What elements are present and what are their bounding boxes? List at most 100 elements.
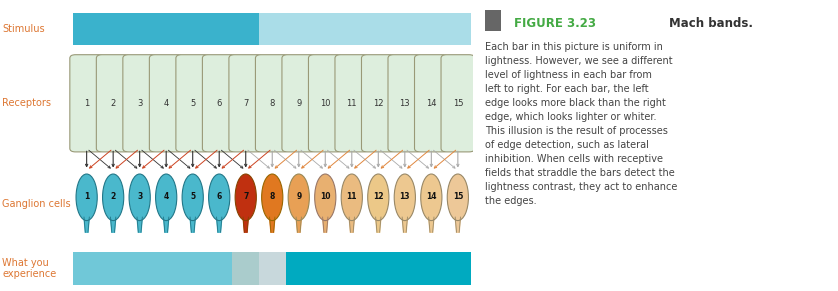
Polygon shape — [349, 217, 354, 232]
Text: 12: 12 — [373, 192, 384, 200]
Text: 5: 5 — [190, 192, 195, 200]
Bar — [286, 252, 312, 285]
Ellipse shape — [447, 174, 468, 221]
Polygon shape — [296, 217, 302, 232]
FancyBboxPatch shape — [441, 55, 474, 152]
Text: Ganglion cells: Ganglion cells — [3, 199, 71, 209]
FancyBboxPatch shape — [415, 55, 448, 152]
FancyBboxPatch shape — [96, 55, 130, 152]
Polygon shape — [84, 217, 90, 232]
Text: 8: 8 — [270, 99, 275, 108]
Text: 4: 4 — [163, 192, 168, 200]
Ellipse shape — [314, 174, 336, 221]
Bar — [206, 252, 232, 285]
Bar — [127, 252, 153, 285]
FancyBboxPatch shape — [176, 55, 210, 152]
Text: 15: 15 — [453, 192, 463, 200]
Bar — [365, 252, 391, 285]
Ellipse shape — [102, 174, 124, 221]
Text: 5: 5 — [190, 99, 195, 108]
Bar — [312, 252, 339, 285]
Text: 14: 14 — [426, 99, 437, 108]
Ellipse shape — [129, 174, 150, 221]
Ellipse shape — [235, 174, 256, 221]
Polygon shape — [243, 217, 248, 232]
FancyBboxPatch shape — [282, 55, 316, 152]
Bar — [100, 252, 127, 285]
Polygon shape — [111, 217, 116, 232]
Text: 11: 11 — [347, 99, 357, 108]
Ellipse shape — [288, 174, 309, 221]
FancyBboxPatch shape — [203, 55, 236, 152]
Ellipse shape — [182, 174, 204, 221]
Text: 13: 13 — [400, 192, 410, 200]
Text: Receptors: Receptors — [3, 98, 51, 108]
Text: 15: 15 — [453, 99, 463, 108]
FancyBboxPatch shape — [256, 55, 289, 152]
Text: 7: 7 — [243, 99, 248, 108]
Bar — [74, 252, 100, 285]
Ellipse shape — [209, 174, 230, 221]
Bar — [339, 252, 365, 285]
Polygon shape — [402, 217, 407, 232]
Text: What you
experience: What you experience — [3, 258, 57, 279]
Ellipse shape — [341, 174, 362, 221]
Bar — [418, 252, 445, 285]
Text: 4: 4 — [163, 99, 168, 108]
Text: 7: 7 — [243, 192, 248, 200]
Text: 9: 9 — [296, 99, 302, 108]
Text: Stimulus: Stimulus — [3, 24, 45, 34]
Text: 3: 3 — [137, 192, 142, 200]
Text: 1: 1 — [84, 99, 90, 108]
Text: 2: 2 — [111, 99, 116, 108]
Text: 13: 13 — [400, 99, 410, 108]
Polygon shape — [216, 217, 222, 232]
Text: 10: 10 — [320, 99, 330, 108]
FancyBboxPatch shape — [149, 55, 183, 152]
Ellipse shape — [394, 174, 416, 221]
Text: Each bar in this picture is uniform in
lightness. However, we see a different
le: Each bar in this picture is uniform in l… — [485, 42, 677, 206]
Ellipse shape — [156, 174, 177, 221]
Bar — [485, 10, 501, 31]
Text: 6: 6 — [216, 192, 222, 200]
Polygon shape — [190, 217, 195, 232]
Text: 9: 9 — [296, 192, 302, 200]
Ellipse shape — [261, 174, 283, 221]
Polygon shape — [429, 217, 434, 232]
Polygon shape — [163, 217, 168, 232]
Text: 8: 8 — [270, 192, 275, 200]
Bar — [391, 252, 418, 285]
Polygon shape — [137, 217, 142, 232]
Polygon shape — [323, 217, 328, 232]
Text: 11: 11 — [347, 192, 357, 200]
Bar — [445, 252, 471, 285]
FancyBboxPatch shape — [308, 55, 342, 152]
Bar — [259, 252, 286, 285]
Bar — [259, 13, 471, 45]
Ellipse shape — [368, 174, 389, 221]
Text: 12: 12 — [373, 99, 384, 108]
FancyBboxPatch shape — [229, 55, 262, 152]
FancyBboxPatch shape — [123, 55, 157, 152]
Text: 3: 3 — [137, 99, 142, 108]
Text: Mach bands.: Mach bands. — [669, 17, 753, 30]
Ellipse shape — [76, 174, 97, 221]
Text: FIGURE 3.23: FIGURE 3.23 — [514, 17, 596, 30]
Text: 6: 6 — [216, 99, 222, 108]
Text: 1: 1 — [84, 192, 90, 200]
FancyBboxPatch shape — [70, 55, 103, 152]
Polygon shape — [270, 217, 275, 232]
Ellipse shape — [421, 174, 442, 221]
Bar — [153, 252, 179, 285]
Polygon shape — [375, 217, 381, 232]
Text: 2: 2 — [111, 192, 116, 200]
Polygon shape — [455, 217, 461, 232]
Text: 14: 14 — [426, 192, 437, 200]
Bar — [74, 13, 259, 45]
FancyBboxPatch shape — [388, 55, 422, 152]
Bar — [232, 252, 259, 285]
FancyBboxPatch shape — [335, 55, 369, 152]
Bar — [179, 252, 206, 285]
Text: 10: 10 — [320, 192, 330, 200]
FancyBboxPatch shape — [361, 55, 396, 152]
